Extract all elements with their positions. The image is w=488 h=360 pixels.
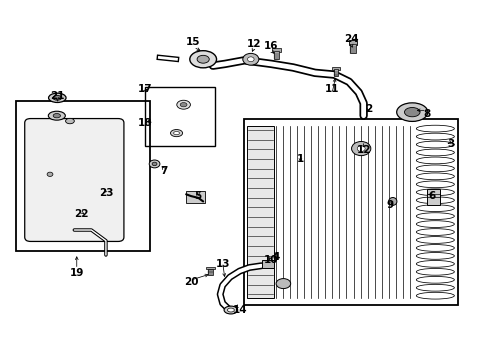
Text: 1: 1 [296,154,304,163]
Text: 12: 12 [246,39,261,49]
Ellipse shape [357,146,365,152]
Text: 9: 9 [386,200,393,210]
Ellipse shape [189,51,216,68]
Text: 3: 3 [447,139,454,149]
Bar [261,260,273,267]
Bar [349,44,355,53]
Bar [246,126,273,298]
FancyBboxPatch shape [25,118,123,242]
Bar [272,48,281,52]
Text: 17: 17 [137,84,152,94]
Bar [274,51,278,59]
Ellipse shape [247,57,254,62]
Text: 20: 20 [183,277,198,287]
Ellipse shape [243,53,258,65]
Text: 13: 13 [215,259,229,269]
Text: 11: 11 [324,84,339,94]
Ellipse shape [149,160,160,168]
Text: 2: 2 [364,104,371,113]
Bar [331,67,340,70]
Ellipse shape [53,113,61,118]
Text: 21: 21 [50,91,64,101]
Bar [208,269,212,275]
Ellipse shape [224,306,237,314]
Ellipse shape [177,100,190,109]
Ellipse shape [197,55,209,63]
Text: 24: 24 [344,34,358,44]
Bar [144,87,215,146]
Bar [186,192,204,203]
Ellipse shape [173,131,179,135]
Ellipse shape [48,111,65,120]
Ellipse shape [351,141,370,156]
Ellipse shape [47,172,53,176]
Text: 19: 19 [69,268,84,278]
Bar [16,102,149,251]
Ellipse shape [276,279,290,289]
Ellipse shape [65,118,74,124]
Bar [333,69,337,76]
Text: 18: 18 [137,118,152,128]
Ellipse shape [404,108,419,117]
Text: 7: 7 [160,166,167,176]
Text: 5: 5 [194,191,202,201]
Text: 15: 15 [186,37,200,48]
Text: 14: 14 [232,305,246,315]
Ellipse shape [388,198,396,205]
Text: 12: 12 [356,145,370,155]
Ellipse shape [152,162,157,166]
Text: 16: 16 [264,41,278,51]
Bar [244,119,458,305]
Ellipse shape [396,103,427,121]
Ellipse shape [170,130,182,137]
Text: 22: 22 [74,209,89,219]
Text: 6: 6 [427,191,434,201]
Text: 4: 4 [272,252,279,262]
Ellipse shape [227,308,234,312]
Ellipse shape [180,103,186,107]
Text: 8: 8 [422,109,429,119]
Bar [205,267,214,269]
Text: 23: 23 [99,188,113,198]
Bar [348,40,356,45]
Ellipse shape [53,95,61,100]
Text: 10: 10 [264,255,278,265]
Bar [426,189,440,205]
Ellipse shape [48,93,66,103]
